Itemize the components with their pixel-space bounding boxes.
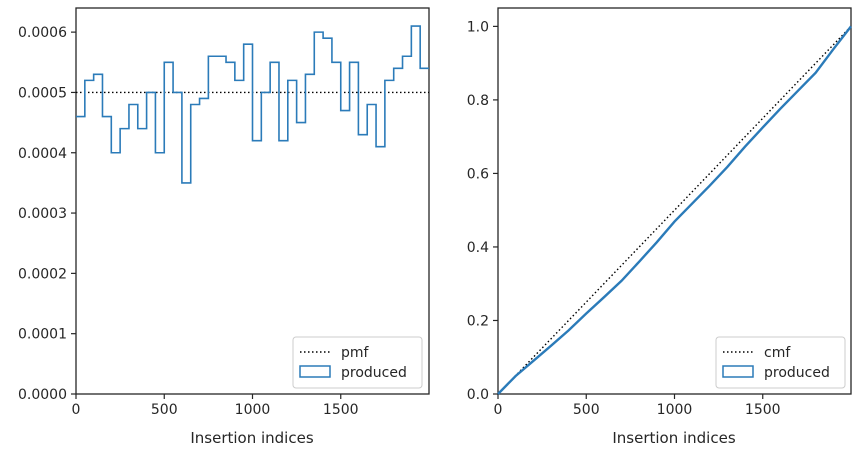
cmf-produced-line bbox=[497, 25, 852, 395]
pmf-legend-label-pmf: pmf bbox=[341, 345, 370, 361]
pmf-y-tick-label: 0.0006 bbox=[18, 25, 67, 41]
pmf-y-tick-label: 0.0003 bbox=[18, 206, 67, 222]
cmf-panel: 0.0 0.2 0.4 0.6 0.8 1.0 0 500 1000 1500 Insertio… bbox=[467, 7, 852, 447]
pmf-legend-step-swatch bbox=[299, 365, 331, 378]
cmf-x-axis-title: Insertion indices bbox=[612, 429, 735, 447]
pmf-y-tick-label: 0.0002 bbox=[18, 266, 67, 282]
pmf-produced-step-line bbox=[76, 25, 429, 184]
cmf-cmf-reference-line bbox=[497, 25, 852, 395]
pmf-x-axis-title: Insertion indices bbox=[190, 429, 313, 447]
cmf-legend: cmf produced bbox=[715, 336, 846, 389]
cmf-y-tick-label: 0.0 bbox=[467, 387, 489, 403]
cmf-y-tick-label: 0.8 bbox=[467, 93, 489, 109]
cmf-x-tick-label: 1500 bbox=[745, 402, 781, 418]
cmf-x-axis: 0 500 1000 1500 bbox=[494, 394, 781, 418]
pmf-legend: pmf produced bbox=[292, 336, 423, 389]
pmf-legend-label-produced: produced bbox=[341, 365, 407, 381]
cmf-plot-area bbox=[497, 25, 852, 395]
cmf-x-tick-label: 500 bbox=[573, 402, 600, 418]
pmf-y-tick-label: 0.0000 bbox=[18, 387, 67, 403]
pmf-x-tick-label: 1500 bbox=[323, 402, 359, 418]
cmf-y-tick-label: 1.0 bbox=[467, 19, 489, 35]
cmf-x-tick-label: 1000 bbox=[657, 402, 693, 418]
cmf-legend-box bbox=[715, 336, 846, 389]
pmf-x-tick-label: 500 bbox=[151, 402, 178, 418]
cmf-y-tick-label: 0.4 bbox=[467, 240, 489, 256]
cmf-y-axis: 0.0 0.2 0.4 0.6 0.8 1.0 bbox=[467, 19, 498, 403]
pmf-x-tick-label: 1000 bbox=[235, 402, 271, 418]
cmf-legend-label-cmf: cmf bbox=[764, 345, 791, 361]
cmf-y-tick-label: 0.6 bbox=[467, 166, 489, 182]
pmf-legend-box bbox=[292, 336, 423, 389]
pmf-y-axis: 0.0000 0.0001 0.0002 0.0003 0.0004 0.0005 0.00… bbox=[18, 25, 76, 403]
pmf-plot-area bbox=[76, 25, 429, 184]
cmf-y-tick-label: 0.2 bbox=[467, 313, 489, 329]
cmf-x-tick-label: 0 bbox=[494, 402, 503, 418]
pmf-y-tick-label: 0.0001 bbox=[18, 327, 67, 343]
pmf-panel: 0.0000 0.0001 0.0002 0.0003 0.0004 0.0005 0.00… bbox=[18, 7, 430, 447]
pmf-y-tick-label: 0.0004 bbox=[18, 146, 67, 162]
cmf-panel-frame bbox=[497, 7, 852, 395]
cmf-legend-label-produced: produced bbox=[764, 365, 830, 381]
pmf-y-tick-label: 0.0005 bbox=[18, 85, 67, 101]
cmf-legend-line-swatch bbox=[722, 365, 754, 378]
pmf-x-axis: 0 500 1000 1500 bbox=[72, 394, 359, 418]
pmf-x-tick-label: 0 bbox=[72, 402, 81, 418]
